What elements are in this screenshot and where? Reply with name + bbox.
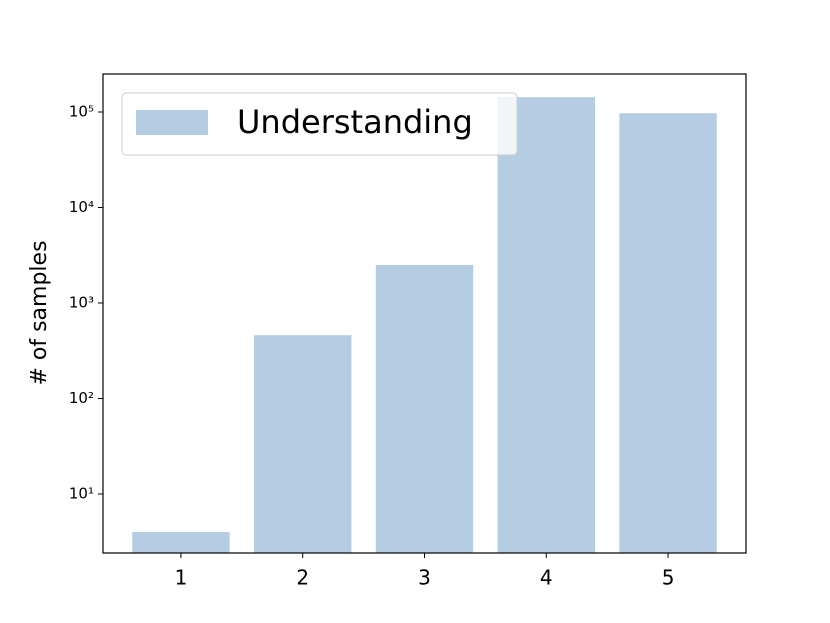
bar bbox=[254, 335, 352, 553]
x-tick-label: 5 bbox=[662, 566, 675, 590]
x-tick-label: 1 bbox=[175, 566, 188, 590]
x-tick-label: 2 bbox=[296, 566, 309, 590]
y-tick-label: 10² bbox=[69, 389, 94, 407]
y-tick-label: 10³ bbox=[69, 293, 94, 311]
legend-label: Understanding bbox=[237, 103, 473, 141]
bar bbox=[497, 97, 595, 554]
bar bbox=[619, 113, 717, 553]
x-tick-label: 4 bbox=[540, 566, 553, 590]
bar bbox=[375, 264, 474, 553]
y-tick-label: 10¹ bbox=[69, 484, 94, 502]
legend-swatch bbox=[136, 110, 208, 135]
y-axis-label: # of samples bbox=[27, 240, 52, 385]
plot-frame bbox=[102, 73, 747, 554]
bar bbox=[132, 531, 230, 553]
y-tick-label: 10⁵ bbox=[69, 103, 94, 121]
y-tick-label: 10⁴ bbox=[69, 198, 94, 216]
x-tick-label: 3 bbox=[418, 566, 431, 590]
legend-box bbox=[121, 92, 518, 156]
